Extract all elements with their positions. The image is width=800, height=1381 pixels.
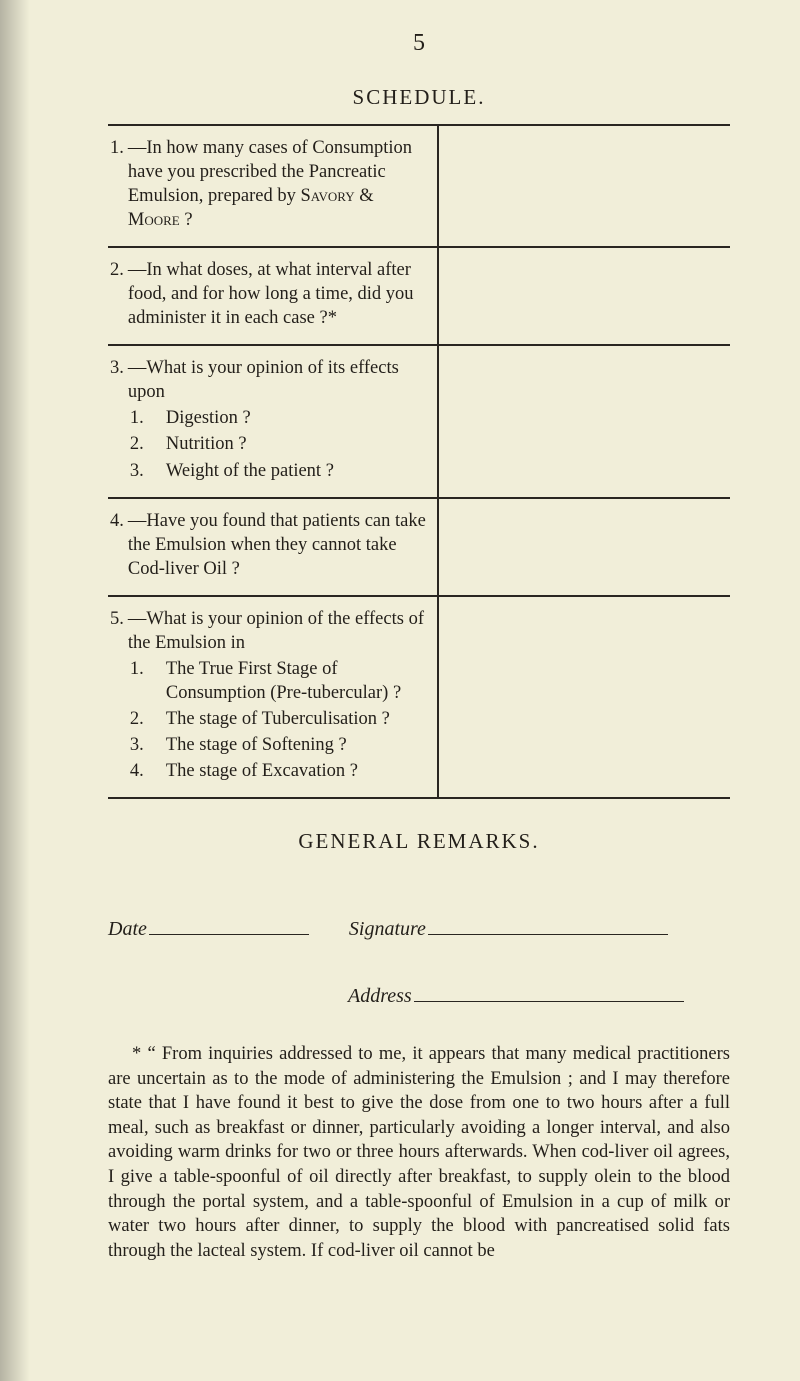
general-remarks-title: GENERAL REMARKS. [108, 829, 730, 854]
question-subitem: 1.The True First Stage of Consumption (P… [128, 657, 427, 705]
subitem-text: The stage of Softening ? [166, 735, 347, 755]
subitem-number: 2. [148, 432, 166, 456]
question-text: —What is your opinion of the effects of … [128, 607, 427, 655]
subitem-text: The stage of Tuberculi­sation ? [166, 709, 390, 729]
question-text: —In how many cases of Consump­tion have … [128, 136, 427, 232]
subitem-text: The True First Stage of Consumption (Pre… [166, 659, 401, 703]
answer-cell [438, 126, 730, 247]
question-cell: 2. —In what doses, at what interval afte… [108, 248, 438, 345]
answer-cell [438, 248, 730, 345]
table-row: 2. —In what doses, at what interval afte… [108, 248, 730, 345]
page-number: 5 [108, 30, 730, 57]
table-row: 1. —In how many cases of Consump­tion ha… [108, 126, 730, 247]
question-subitem: 4.The stage of Excavation ? [128, 759, 427, 783]
table-row: 4. —Have you found that patients can tak… [108, 499, 730, 596]
answer-cell [438, 597, 730, 798]
schedule-table: 1. —In how many cases of Consump­tion ha… [108, 124, 730, 799]
question-subitem: 2.Nutrition ? [128, 432, 427, 456]
subitem-number: 3. [148, 459, 166, 483]
date-label-block: Date [108, 914, 309, 941]
page-content: 5 SCHEDULE. 1. —In how many cases of Con… [0, 0, 800, 1322]
signature-line [428, 914, 668, 935]
date-line [149, 914, 309, 935]
answer-cell [438, 499, 730, 596]
question-subitem: 3.The stage of Softening ? [128, 733, 427, 757]
question-cell: 5. —What is your opinion of the effects … [108, 597, 438, 798]
subitem-number: 3. [148, 733, 166, 757]
answer-cell [438, 346, 730, 497]
question-subitem: 1.Digestion ? [128, 406, 427, 430]
question-text: —In what doses, at what interval after f… [128, 258, 427, 330]
address-label: Address [348, 985, 412, 1007]
question-number: 3. [110, 356, 128, 482]
question-text: —What is your opinion of its effects upo… [128, 356, 427, 404]
question-number: 5. [110, 607, 128, 783]
subitem-number: 1. [148, 406, 166, 430]
address-line [414, 981, 684, 1002]
signature-label-block: Signature [349, 914, 668, 941]
table-row: 3. —What is your opinion of its effects … [108, 346, 730, 497]
question-cell: 4. —Have you found that patients can tak… [108, 499, 438, 596]
subitem-text: Weight of the patient ? [166, 461, 334, 481]
signature-label: Signature [349, 918, 426, 940]
date-label: Date [108, 918, 147, 940]
question-text-tail: ? [180, 210, 193, 230]
address-row: Address [348, 981, 730, 1008]
schedule-title: SCHEDULE. [108, 85, 730, 110]
question-number: 4. [110, 509, 128, 581]
signature-row: Date Signature [108, 914, 730, 941]
subitem-number: 4. [148, 759, 166, 783]
subitem-text: Digestion ? [166, 408, 251, 428]
question-number: 2. [110, 258, 128, 330]
question-number: 1. [110, 136, 128, 232]
subitem-number: 2. [148, 707, 166, 731]
question-subitem: 2.The stage of Tuberculi­sation ? [128, 707, 427, 731]
footnote-block: * “ From inquiries addressed to me, it a… [108, 1042, 730, 1263]
subitem-number: 1. [148, 657, 166, 681]
table-row: 5. —What is your opinion of the effects … [108, 597, 730, 798]
question-subitem: 3.Weight of the patient ? [128, 459, 427, 483]
subitem-text: The stage of Excavation ? [166, 761, 358, 781]
subitem-text: Nutrition ? [166, 434, 247, 454]
question-cell: 3. —What is your opinion of its effects … [108, 346, 438, 497]
footnote-text: * “ From inquiries addressed to me, it a… [108, 1042, 730, 1263]
question-cell: 1. —In how many cases of Consump­tion ha… [108, 126, 438, 247]
question-text: —Have you found that patients can take t… [128, 509, 427, 581]
